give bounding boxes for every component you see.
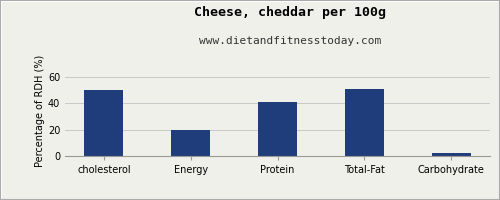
Bar xyxy=(345,88,384,156)
Text: www.dietandfitnesstoday.com: www.dietandfitnesstoday.com xyxy=(199,36,381,46)
Bar xyxy=(84,90,124,156)
Bar xyxy=(258,102,297,156)
Y-axis label: Percentage of RDH (%): Percentage of RDH (%) xyxy=(35,55,45,167)
Bar xyxy=(171,130,210,156)
Bar xyxy=(432,153,470,156)
Text: Cheese, cheddar per 100g: Cheese, cheddar per 100g xyxy=(194,6,386,19)
